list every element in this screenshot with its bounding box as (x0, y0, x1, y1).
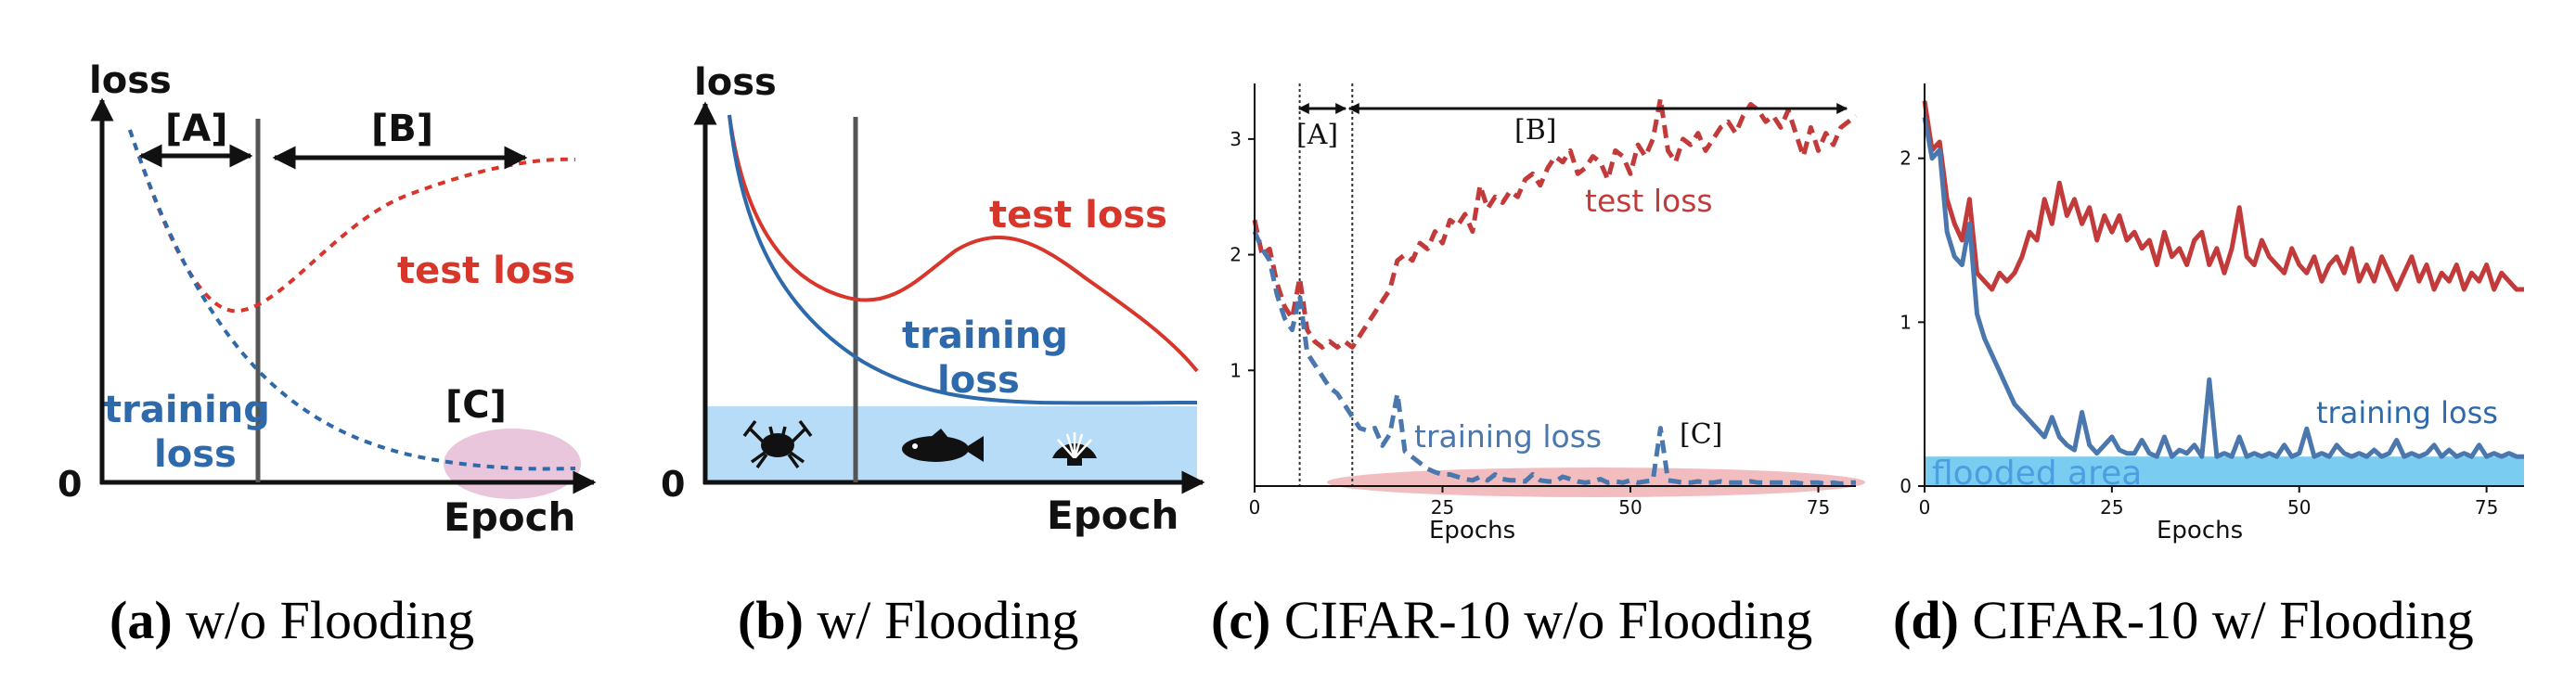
x-tick-label: 75 (2475, 496, 2498, 519)
x-tick-label: 0 (1919, 496, 1931, 519)
training-loss-curve (128, 129, 576, 471)
flooded-area-label: flooded area (1932, 455, 2142, 493)
x-tick-label: 75 (1807, 496, 1830, 519)
x-axis-label: Epoch (444, 494, 575, 540)
captions: (a) w/o Flooding (b) w/ Flooding (c) CIF… (109, 590, 2474, 650)
region-a-label: [A] (165, 108, 228, 150)
y-tick-label: 0 (1900, 475, 1912, 497)
x-axis-label: Epoch (1047, 493, 1179, 538)
region-c-label: [C] (1680, 418, 1722, 451)
region-a-label: [A] (1296, 119, 1338, 151)
training-loss-label: training loss (1414, 418, 1602, 455)
training-loss-label: training loss (2316, 395, 2498, 430)
test-loss-label: test loss (989, 194, 1167, 237)
region-c-label: [C] (445, 384, 507, 427)
y-tick-label: 1 (1230, 359, 1242, 381)
training-loss-series (1252, 230, 1856, 486)
caption-c: (c) CIFAR-10 w/o Flooding (1211, 590, 1812, 650)
x-axis-label: Epochs (1429, 517, 1515, 544)
training-label-2: loss (154, 433, 237, 476)
y-tick-label: 2 (1900, 147, 1912, 170)
x-tick-label: 25 (1431, 496, 1454, 519)
y-axis-label: loss (89, 59, 172, 102)
test-loss-series (1922, 100, 2524, 292)
panel-c-chart: 0 25 50 75 1 2 3 [A] [B] [C] test loss trainin… (1230, 83, 1865, 544)
zero-label: 0 (58, 464, 82, 505)
flooded-area (1925, 456, 2524, 486)
caption-d: (d) CIFAR-10 w/ Flooding (1893, 590, 2474, 650)
fish-icon (902, 429, 984, 462)
test-loss-label: test loss (1585, 183, 1713, 219)
panel-a-schematic: loss 0 [A] [B] [C] test loss training lo… (58, 59, 597, 540)
caption-a: (a) w/o Flooding (109, 590, 474, 650)
panel-b-schematic: loss 0 test loss training loss Epoch (661, 61, 1205, 538)
y-tick-label: 1 (1900, 311, 1912, 333)
x-tick-label: 50 (1618, 496, 1642, 519)
training-label-2: loss (937, 359, 1020, 402)
x-tick-label: 25 (2100, 496, 2123, 519)
zero-label: 0 (661, 464, 685, 505)
training-label-1: training (902, 314, 1068, 357)
region-b-label: [B] (1514, 114, 1556, 147)
panel-d-chart: 0 25 50 75 0 1 2 flooded area training loss Ep… (1900, 83, 2524, 544)
region-b-label: [B] (371, 108, 433, 150)
training-label-1: training (104, 389, 270, 431)
y-tick-label: 3 (1230, 128, 1242, 150)
x-tick-label: 0 (1249, 496, 1261, 519)
x-axis-label: Epochs (2157, 517, 2243, 544)
test-loss-curve (728, 114, 1199, 373)
caption-b: (b) w/ Flooding (738, 590, 1078, 650)
y-axis-label: loss (694, 61, 777, 104)
training-loss-series (1922, 117, 2524, 459)
test-loss-label: test loss (397, 250, 575, 292)
region-c-highlight (1327, 468, 1865, 497)
crab-icon (742, 419, 813, 469)
y-tick-label: 2 (1230, 244, 1242, 266)
training-loss-curve (728, 114, 1198, 405)
shell-icon (1052, 432, 1097, 466)
x-tick-label: 50 (2287, 496, 2311, 519)
